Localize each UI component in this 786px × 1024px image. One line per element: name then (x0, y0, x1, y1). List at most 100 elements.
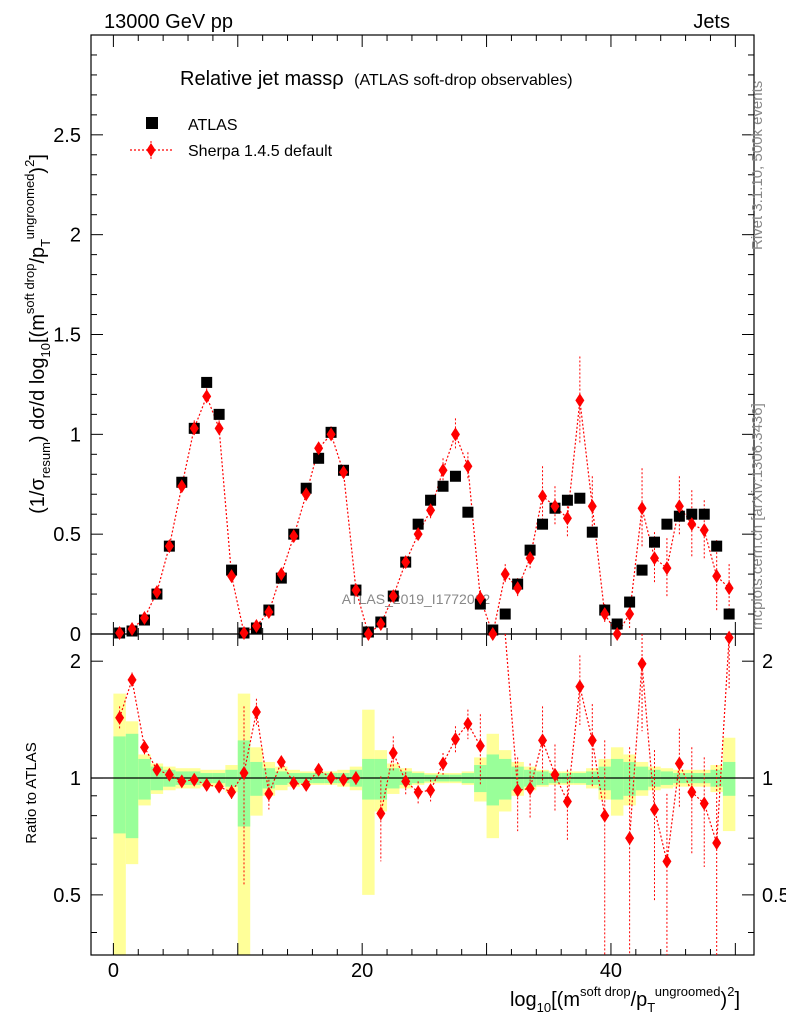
sherpa-point (388, 589, 398, 604)
ratio-point (276, 754, 286, 769)
ylabel-part: /p (27, 247, 49, 264)
ratio-point (575, 679, 585, 694)
sherpa-point (301, 487, 311, 502)
ratio-point (450, 732, 460, 747)
ratio-point (475, 738, 485, 753)
ratio-point (649, 802, 659, 817)
ratio-band-inner (374, 758, 388, 800)
ratio-band-inner (125, 733, 139, 839)
ylabel-sup-softdrop: soft drop (22, 264, 37, 315)
sherpa-point (724, 581, 734, 596)
sherpa-point (214, 421, 224, 436)
ylabel-part: (1/σ (27, 478, 49, 514)
ratio-band-inner (722, 761, 736, 796)
sherpa-point (600, 607, 610, 622)
ratio-point (401, 774, 411, 789)
sherpa-point (177, 479, 187, 494)
ratio-point (712, 836, 722, 851)
sherpa-point (289, 529, 299, 544)
ylabel-sup-ungroomed: ungroomed (22, 174, 37, 240)
atlas-point (636, 564, 648, 576)
sherpa-point (339, 465, 349, 480)
atlas-point (201, 376, 213, 388)
sherpa-point (127, 622, 137, 637)
ratio-point (127, 672, 137, 687)
sherpa-point (525, 551, 535, 566)
chart-title-main: Relative jet massρ (180, 68, 344, 90)
chart-subtitle: (ATLAS soft-drop observables) (354, 72, 572, 89)
sherpa-point (562, 511, 572, 526)
sherpa-point (363, 627, 373, 641)
ratio-point (426, 783, 436, 798)
xlabel-part: [(m (551, 989, 580, 1011)
atlas-point (437, 480, 449, 492)
xlabel-part: log (510, 989, 537, 1011)
atlas-point (574, 492, 586, 504)
sherpa-point (139, 611, 149, 626)
ratio-point (177, 774, 187, 789)
ylabel-sub-10: 10 (38, 343, 53, 357)
ratio-point (339, 772, 349, 787)
atlas-point (313, 452, 325, 464)
main-y-tick-label: 1 (70, 424, 81, 446)
sherpa-point (239, 626, 249, 641)
ratio-point (289, 776, 299, 791)
sherpa-point (202, 389, 212, 404)
main-y-tick-label: 2 (70, 225, 81, 247)
atlas-point (686, 508, 698, 520)
sherpa-point (115, 626, 125, 641)
ratio-point (625, 831, 635, 846)
legend-sherpa-label: Sherpa 1.4.5 default (188, 143, 333, 160)
x-tick-label: 20 (351, 960, 373, 982)
atlas-point (213, 408, 225, 420)
ratio-points (115, 630, 734, 869)
ratio-point (724, 630, 734, 645)
ratio-point (189, 772, 199, 787)
ratio-uncertainty-bands (113, 693, 736, 955)
ratio-y-axis-label: Ratio to ATLAS (23, 742, 40, 843)
atlas-point (449, 470, 461, 482)
legend-sherpa-marker (146, 143, 156, 157)
xlabel-sup-softdrop: soft drop (580, 984, 631, 999)
ratio-band-inner (113, 736, 126, 834)
chart-title: Relative jet massρ (ATLAS soft-drop obse… (180, 68, 573, 90)
atlas-point (412, 518, 424, 530)
sherpa-point (152, 585, 162, 600)
ratio-point (388, 746, 398, 761)
sherpa-error-bars (168, 356, 730, 631)
atlas-point (711, 540, 723, 552)
atlas-point (462, 506, 474, 518)
ratio-point (326, 771, 336, 786)
ratio-y-tick-label-left: 1 (70, 768, 81, 790)
mcplots-label: mcplots.cern.ch [arXiv:1306.3436] (749, 403, 766, 630)
ratio-point (202, 777, 212, 792)
xlabel-sup-2: 2 (727, 984, 734, 999)
ratio-point (251, 704, 261, 719)
ratio-point (264, 786, 274, 801)
sherpa-point (227, 569, 237, 584)
atlas-point (661, 518, 673, 530)
sherpa-point (649, 551, 659, 566)
ratio-point (301, 777, 311, 792)
sherpa-point (500, 567, 510, 582)
atlas-point (586, 526, 598, 538)
sherpa-point (687, 517, 697, 532)
ratio-point (637, 656, 647, 671)
sherpa-point (426, 503, 436, 518)
ratio-band-inner (499, 758, 512, 800)
ratio-point (438, 756, 448, 771)
ratio-point (538, 733, 548, 748)
sherpa-point (612, 627, 622, 641)
ratio-band-outer (362, 709, 375, 895)
atlas-point (611, 618, 623, 630)
main-y-tick-label: 0 (70, 624, 81, 646)
ratio-y-tick-label-left: 0.5 (53, 885, 81, 907)
xlabel-sup-ungroomed: ungroomed (655, 984, 721, 999)
sherpa-point (575, 393, 585, 408)
ratio-point (164, 767, 174, 782)
sherpa-point (625, 607, 635, 622)
atlas-point (673, 510, 685, 522)
ratio-point (600, 808, 610, 823)
legend-atlas-label: ATLAS (188, 117, 238, 134)
ratio-point (550, 767, 560, 782)
